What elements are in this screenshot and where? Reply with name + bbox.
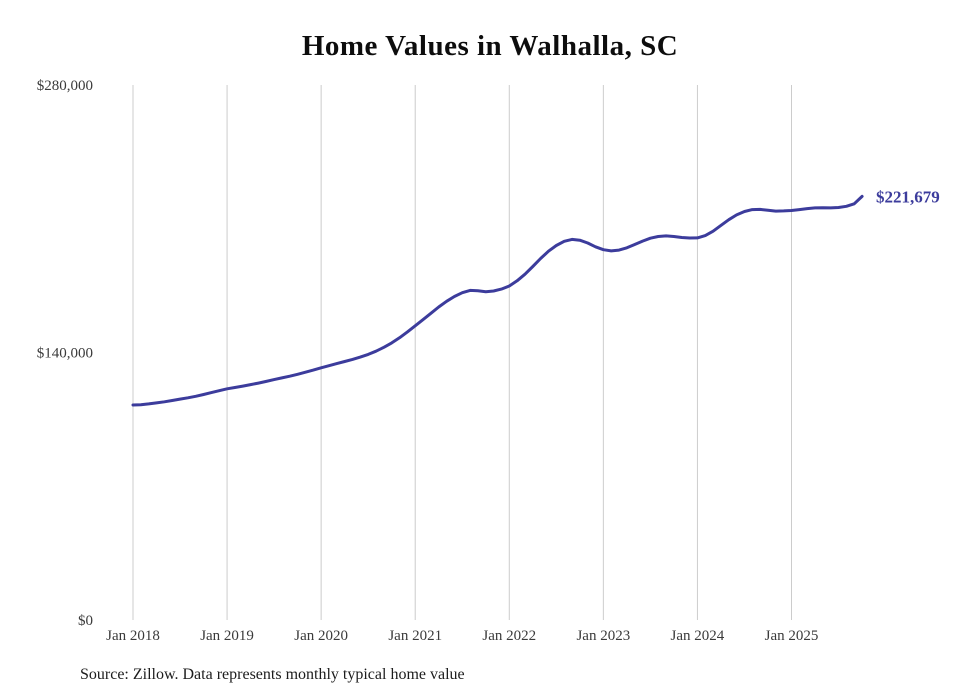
x-tick-label: Jan 2022: [482, 628, 536, 644]
x-tick-label: Jan 2019: [200, 628, 254, 644]
x-tick-label: Jan 2018: [106, 628, 160, 644]
y-tick-label: $0: [78, 613, 93, 629]
x-tick-label: Jan 2021: [388, 628, 442, 644]
x-tick-label: Jan 2025: [765, 628, 819, 644]
y-tick-label: $280,000: [37, 78, 93, 94]
home-value-series-line: [131, 194, 864, 407]
y-axis-tick-labels: $0 $140,000 $280,000: [37, 78, 93, 629]
x-tick-label: Jan 2023: [576, 628, 630, 644]
x-tick-label: Jan 2020: [294, 628, 348, 644]
y-tick-label: $140,000: [37, 346, 93, 362]
end-value-label: $221,679: [876, 187, 940, 206]
chart-title: Home Values in Walhalla, SC: [301, 30, 679, 62]
gridlines: [132, 85, 792, 620]
source-note: Source: Zillow. Data represents monthly …: [80, 666, 465, 683]
x-axis-tick-labels: Jan 2018 Jan 2019 Jan 2020 Jan 2021 Jan 2022…: [106, 628, 818, 644]
x-tick-label: Jan 2024: [671, 628, 725, 644]
